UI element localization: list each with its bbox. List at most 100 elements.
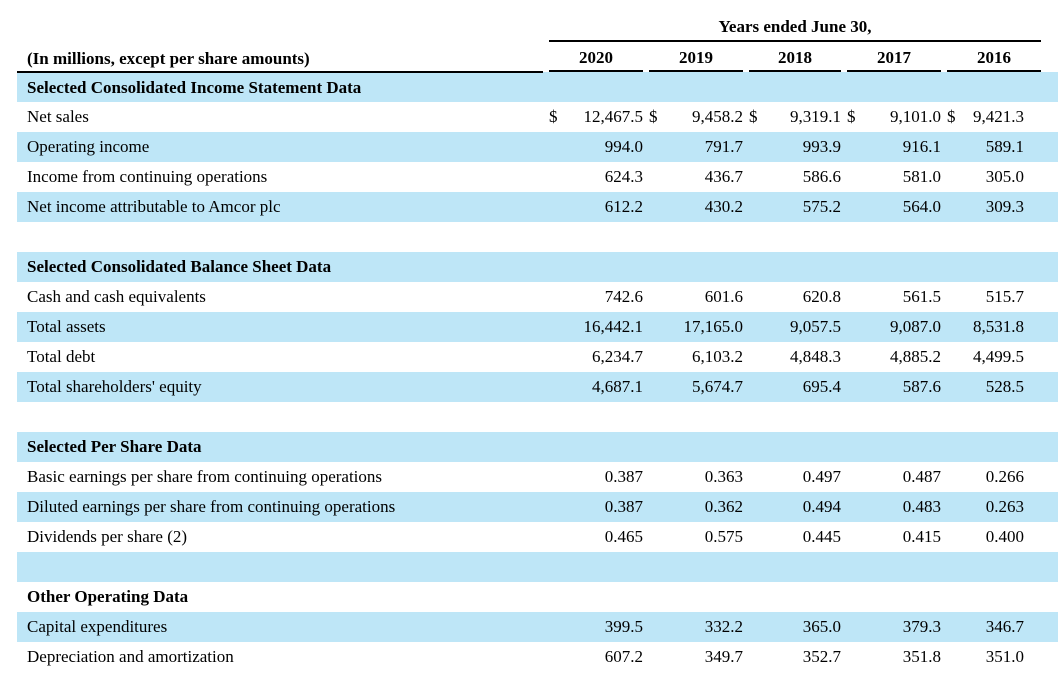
section-header: Selected Consolidated Income Statement D… xyxy=(27,77,362,97)
value-cell-2016: 515.7 xyxy=(941,282,1041,312)
cell-value: 994.0 xyxy=(604,137,643,156)
table-row: Operating income 994.0 791.7 993.9 916.1 589.… xyxy=(17,132,1059,162)
cell-value: 6,103.2 xyxy=(692,347,743,366)
cell-value: 309.3 xyxy=(985,197,1025,216)
table-row: Net sales $12,467.5 $9,458.2 $9,319.1 $9,101… xyxy=(17,102,1058,132)
row-label: Total assets xyxy=(27,317,106,336)
section-header-row: Selected Per Share Data xyxy=(17,432,1059,462)
row-right-pad xyxy=(1041,192,1058,222)
cell-value: 436.7 xyxy=(704,167,743,186)
value-cell-2019: $9,458.2 xyxy=(643,102,743,132)
value-cell-2018: 695.4 xyxy=(743,372,841,402)
cell-value: 352.7 xyxy=(802,647,841,666)
unit-label: (In millions, except per share amounts) xyxy=(17,8,543,73)
cell-value: 601.6 xyxy=(704,287,743,306)
cell-value: 430.2 xyxy=(704,197,743,216)
value-cell-2019: 791.7 xyxy=(643,132,743,162)
value-cell-2017: 9,087.0 xyxy=(841,312,941,342)
value-cell-2019: 332.2 xyxy=(643,612,743,642)
row-label: Capital expenditures xyxy=(27,617,168,636)
row-right-pad xyxy=(1041,642,1058,672)
cell-value: 5,674.7 xyxy=(692,377,743,396)
table-row: Dividends per share (2) 0.465 0.575 0.445 0.… xyxy=(17,522,1058,552)
section-header-row: Selected Consolidated Balance Sheet Data xyxy=(17,252,1059,282)
value-cell-2017: 581.0 xyxy=(841,162,941,192)
row-label: Net income attributable to Amcor plc xyxy=(27,197,281,216)
cell-value: 0.415 xyxy=(902,527,941,546)
value-cell-2019: 0.575 xyxy=(643,522,743,552)
value-cell-2016: 8,531.8 xyxy=(941,312,1041,342)
value-cell-2020: 624.3 xyxy=(543,162,643,192)
table-row: Total debt 6,234.7 6,103.2 4,848.3 4,885.2 4,… xyxy=(17,342,1058,372)
cell-value: 0.362 xyxy=(704,497,743,516)
value-cell-2019: 436.7 xyxy=(643,162,743,192)
value-cell-2020: 6,234.7 xyxy=(543,342,643,372)
value-cell-2020: 612.2 xyxy=(543,192,643,222)
year-column-2018: 2018 xyxy=(749,48,841,72)
value-cell-2017: 916.1 xyxy=(841,132,941,162)
row-label: Total shareholders' equity xyxy=(27,377,202,396)
row-label: Cash and cash equivalents xyxy=(27,287,206,306)
row-label: Income from continuing operations xyxy=(27,167,268,186)
cell-value: 12,467.5 xyxy=(583,107,644,126)
cell-value: 346.7 xyxy=(985,617,1025,636)
value-cell-2016: 589.1 xyxy=(941,132,1041,162)
row-label: Basic earnings per share from continuing… xyxy=(27,467,383,486)
section-header: Selected Per Share Data xyxy=(27,437,202,456)
value-cell-2020: 399.5 xyxy=(543,612,643,642)
cell-value: 695.4 xyxy=(802,377,841,396)
cell-value: 8,531.8 xyxy=(973,317,1025,336)
spacer-cell xyxy=(17,402,1058,432)
table-row: Total assets 16,442.1 17,165.0 9,057.5 9,087… xyxy=(17,312,1059,342)
table-row: Depreciation and amortization 607.2 349.7 3… xyxy=(17,642,1058,672)
cell-value: 351.8 xyxy=(902,647,941,666)
year-column-2016: 2016 xyxy=(947,48,1042,72)
value-cell-2018: 993.9 xyxy=(743,132,841,162)
table-row: Total shareholders' equity 4,687.1 5,674.7… xyxy=(17,372,1059,402)
table-body: Selected Consolidated Income Statement D… xyxy=(17,72,1059,672)
cell-value: 587.6 xyxy=(902,377,941,396)
value-cell-2020: 994.0 xyxy=(543,132,643,162)
value-cell-2020: $12,467.5 xyxy=(543,102,643,132)
value-cell-2019: 17,165.0 xyxy=(643,312,744,342)
section-header: Selected Consolidated Balance Sheet Data xyxy=(27,257,332,276)
year-header-row: 2020 2019 2018 2017 2016 xyxy=(17,42,1058,72)
cell-value: 612.2 xyxy=(604,197,643,216)
cell-value: 0.487 xyxy=(902,467,941,486)
row-right-pad xyxy=(1041,612,1058,642)
cell-value: 0.445 xyxy=(802,527,841,546)
value-cell-2020: 0.387 xyxy=(543,492,643,522)
value-cell-2016: 346.7 xyxy=(941,612,1041,642)
value-cell-2018: 365.0 xyxy=(743,612,841,642)
row-right-pad xyxy=(1041,372,1058,402)
value-cell-2017: 0.415 xyxy=(841,522,941,552)
cell-value: 586.6 xyxy=(802,167,841,186)
cell-value: 624.3 xyxy=(604,167,643,186)
value-cell-2020: 742.6 xyxy=(543,282,643,312)
value-cell-2018: 620.8 xyxy=(743,282,841,312)
cell-value: 0.387 xyxy=(604,467,643,486)
table-title-row: (In millions, except per share amounts) … xyxy=(17,8,1058,73)
value-cell-2016: 4,499.5 xyxy=(941,342,1041,372)
year-column-2017: 2017 xyxy=(847,48,941,72)
cell-value: 9,458.2 xyxy=(692,107,743,126)
currency-symbol: $ xyxy=(749,107,758,126)
cell-value: 561.5 xyxy=(902,287,941,306)
cell-value: 17,165.0 xyxy=(683,317,744,336)
cell-value: 4,499.5 xyxy=(973,347,1025,366)
value-cell-2020: 16,442.1 xyxy=(543,312,644,342)
row-right-pad xyxy=(1041,522,1058,552)
value-cell-2018: 352.7 xyxy=(743,642,841,672)
cell-value: 515.7 xyxy=(985,287,1025,306)
table-row: Basic earnings per share from continuing… xyxy=(17,462,1058,492)
cell-value: 564.0 xyxy=(902,197,941,216)
value-cell-2019: 0.363 xyxy=(643,462,743,492)
value-cell-2019: 349.7 xyxy=(643,642,743,672)
cell-value: 589.1 xyxy=(985,137,1025,156)
cell-value: 4,687.1 xyxy=(592,377,643,396)
cell-value: 0.263 xyxy=(985,497,1025,516)
value-cell-2018: 0.497 xyxy=(743,462,841,492)
cell-value: 581.0 xyxy=(902,167,941,186)
currency-symbol: $ xyxy=(947,107,956,126)
value-cell-2016: 0.266 xyxy=(941,462,1041,492)
